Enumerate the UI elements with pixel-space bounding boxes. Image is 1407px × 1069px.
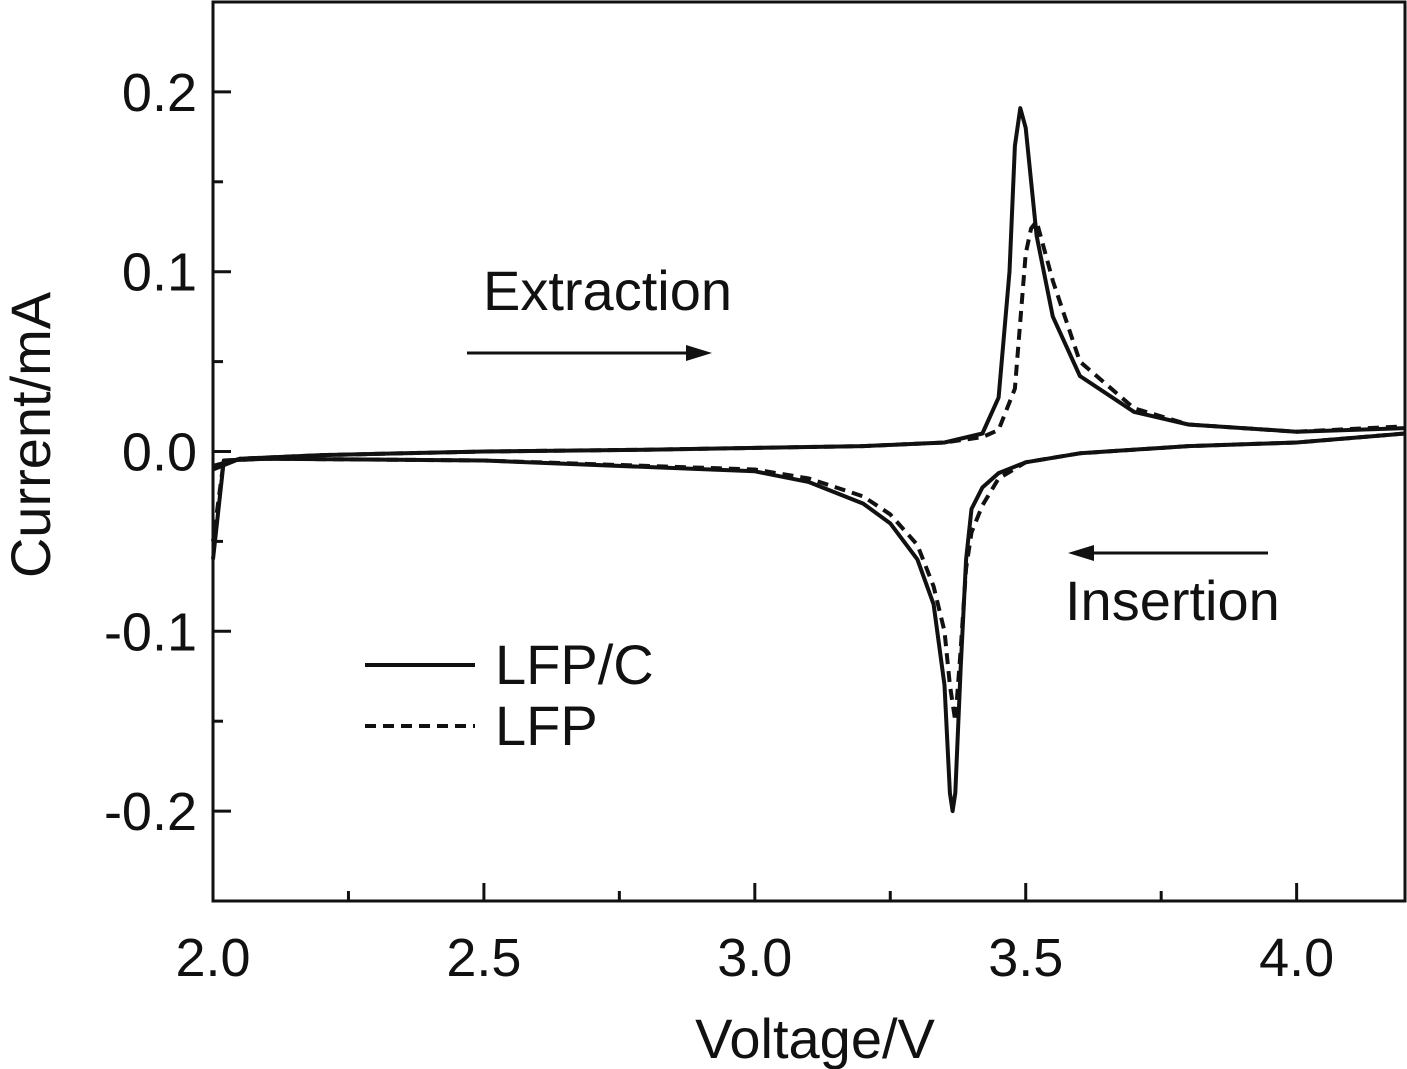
x-tick-label: 4.0 bbox=[1259, 928, 1334, 988]
y-tick-label: 0.0 bbox=[122, 423, 197, 483]
extraction-arrow-head bbox=[686, 345, 712, 361]
y-tick-label: 0.2 bbox=[122, 63, 197, 123]
series-lfp-c-cathodic-curve bbox=[211, 431, 1406, 814]
legend-label-lfp: LFP bbox=[495, 694, 598, 757]
y-tick-label: 0.1 bbox=[122, 243, 197, 303]
axis-ticks bbox=[211, 0, 1299, 903]
extraction-annotation: Extraction bbox=[467, 259, 732, 361]
x-tick-labels: 2.0 2.5 3.0 3.5 4.0 bbox=[175, 928, 1334, 988]
plot-frame bbox=[211, 0, 1407, 903]
y-tick-label: -0.1 bbox=[104, 602, 197, 662]
y-tick-label: -0.2 bbox=[104, 782, 197, 842]
insertion-annotation: Insertion bbox=[1065, 545, 1280, 632]
x-tick-label: 2.5 bbox=[446, 928, 521, 988]
legend-label-lfp-c: LFP/C bbox=[495, 633, 654, 696]
legend: LFP/C LFP bbox=[365, 633, 654, 757]
y-tick-labels: 0.2 0.1 0.0 -0.1 -0.2 bbox=[104, 63, 197, 842]
series-lfp-cathodic-curve bbox=[211, 431, 1406, 724]
insertion-arrow-head bbox=[1068, 545, 1094, 561]
x-tick-label: 3.5 bbox=[988, 928, 1063, 988]
series-lfp-anodic-curve bbox=[212, 219, 1406, 468]
x-axis-title: Voltage/V bbox=[695, 1007, 935, 1069]
insertion-label: Insertion bbox=[1065, 569, 1280, 632]
series-layer bbox=[211, 106, 1406, 814]
series-lfp-c-anodic-curve bbox=[212, 106, 1406, 472]
x-tick-label: 3.0 bbox=[717, 928, 792, 988]
x-tick-label: 2.0 bbox=[175, 928, 250, 988]
extraction-label: Extraction bbox=[483, 259, 732, 322]
y-axis-title: Current/mA bbox=[0, 291, 62, 578]
